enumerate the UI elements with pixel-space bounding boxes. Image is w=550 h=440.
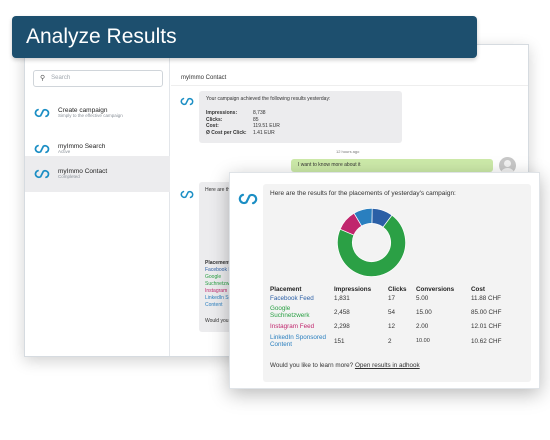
link-logo-icon xyxy=(34,144,50,154)
partial-placement-header: Placement xyxy=(205,260,231,266)
link-logo-icon xyxy=(34,108,50,118)
partial-row: Content xyxy=(205,302,223,308)
stat-label: Impressions: xyxy=(206,110,238,116)
table-row: LinkedIn Sponsored Content 151 2 10.00 1… xyxy=(270,333,521,351)
user-avatar xyxy=(499,157,516,174)
sidebar-item-name: Create campaign xyxy=(58,106,108,114)
sidebar: ⚲ Search Create campaign Simply to the e… xyxy=(25,45,170,356)
clicks-cell: 54 xyxy=(388,308,396,316)
impressions-cell: 2,298 xyxy=(334,323,350,331)
clicks-cell: 2 xyxy=(388,337,392,345)
clicks-cell: 12 xyxy=(388,323,396,331)
stat-value: 8,738 xyxy=(253,110,266,116)
partial-footer: Would you xyxy=(205,318,229,324)
column-header: Conversions xyxy=(416,286,455,293)
stat-value: 1.41 EUR xyxy=(253,129,275,136)
sidebar-item-sub: Active xyxy=(58,149,71,155)
placement-name: LinkedIn Sponsored Content xyxy=(270,334,327,348)
column-header: Clicks xyxy=(388,286,407,293)
table-header-row: Placement Impressions Clicks Conversions… xyxy=(270,286,521,294)
bot-message-results: Your campaign achieved the following res… xyxy=(199,91,402,143)
learn-more-question: Would you like to learn more? Open resul… xyxy=(270,362,420,369)
stats-list: Impressions: 8,738 Clicks: 85 Cost: 119.… xyxy=(206,110,395,136)
column-header: Impressions xyxy=(334,286,372,293)
user-message: I want to know more about it xyxy=(291,159,493,172)
conversions-cell: 5.00 xyxy=(416,294,429,302)
search-icon: ⚲ xyxy=(40,75,46,82)
message-timestamp: 12 hours ago xyxy=(336,149,360,154)
donut-segment xyxy=(353,208,373,227)
stat-label: Ø Cost per Click: xyxy=(206,129,247,136)
sidebar-item-create-campaign[interactable]: Create campaign Simply to the effective … xyxy=(25,95,170,131)
bot-reply-intro: Here are th xyxy=(205,187,231,193)
sidebar-item-myimmo-search[interactable]: myImmo Search Active xyxy=(25,131,170,167)
learn-more-text: Would you like to learn more? xyxy=(270,362,354,369)
sidebar-item-sub: Completed xyxy=(58,174,80,180)
conversions-cell: 2.00 xyxy=(416,323,429,331)
bot-logo-icon xyxy=(180,186,194,204)
table-row: Instagram Feed 2,298 12 2.00 12.01 CHF xyxy=(270,322,521,333)
bot-logo-icon xyxy=(238,192,258,210)
search-input[interactable]: ⚲ Search xyxy=(33,70,163,87)
partial-row: Instagram xyxy=(205,288,228,294)
stat-value: 119.51 EUR xyxy=(253,123,280,129)
stat-label: Cost: xyxy=(206,123,219,129)
placements-table: Placement Impressions Clicks Conversions… xyxy=(270,286,521,351)
conversions-cell: 10.00 xyxy=(416,338,430,345)
partial-row: LinkedIn Sp xyxy=(205,295,232,301)
cost-cell: 10.62 CHF xyxy=(471,337,502,345)
placements-message: Here are the results for the placements … xyxy=(263,184,531,382)
column-header: Placement xyxy=(270,286,302,293)
partial-row: Suchnetzw xyxy=(205,281,230,287)
bot-logo-icon xyxy=(180,93,194,111)
divider xyxy=(171,85,528,86)
placement-name: Google Suchnetzwerk xyxy=(270,305,310,319)
banner-title: Analyze Results xyxy=(12,16,477,58)
search-placeholder: Search xyxy=(51,75,71,81)
open-results-link[interactable]: Open results in adhook xyxy=(354,362,420,369)
partial-row: Google xyxy=(205,274,222,280)
sidebar-item-sub: Simply to the effective campaign xyxy=(58,113,123,119)
bot-message-intro: Your campaign achieved the following res… xyxy=(206,96,331,102)
impressions-cell: 1,831 xyxy=(334,294,350,302)
link-logo-icon xyxy=(34,169,50,179)
conversions-cell: 15.00 xyxy=(416,308,432,316)
sidebar-item-name: myImmo Contact xyxy=(58,167,108,175)
placements-intro: Here are the results for the placements … xyxy=(270,190,456,197)
cost-cell: 85.00 CHF xyxy=(471,308,502,316)
placements-donut-chart xyxy=(337,208,406,277)
column-header: Cost xyxy=(471,286,485,293)
partial-row: Facebook I xyxy=(205,267,230,273)
impressions-cell: 151 xyxy=(334,337,345,345)
results-popup: Here are the results for the placements … xyxy=(229,172,540,389)
sidebar-item-myimmo-contact[interactable]: myImmo Contact Completed xyxy=(25,156,170,192)
placement-name: Facebook Feed xyxy=(270,294,314,302)
placement-name: Instagram Feed xyxy=(270,323,315,331)
stat-value: 85 xyxy=(253,116,259,123)
table-row: Facebook Feed 1,831 17 5.00 11.88 CHF xyxy=(270,294,521,304)
stat-label: Clicks: xyxy=(206,116,223,123)
clicks-cell: 17 xyxy=(388,294,396,302)
table-row: Google Suchnetzwerk 2,458 54 15.00 85.00… xyxy=(270,304,521,322)
donut-segment xyxy=(337,214,406,277)
chat-title: myImmo Contact xyxy=(181,75,227,81)
cost-cell: 12.01 CHF xyxy=(471,323,502,331)
cost-cell: 11.88 CHF xyxy=(471,294,501,302)
sidebar-item-name: myImmo Search xyxy=(58,142,106,150)
impressions-cell: 2,458 xyxy=(334,308,350,316)
